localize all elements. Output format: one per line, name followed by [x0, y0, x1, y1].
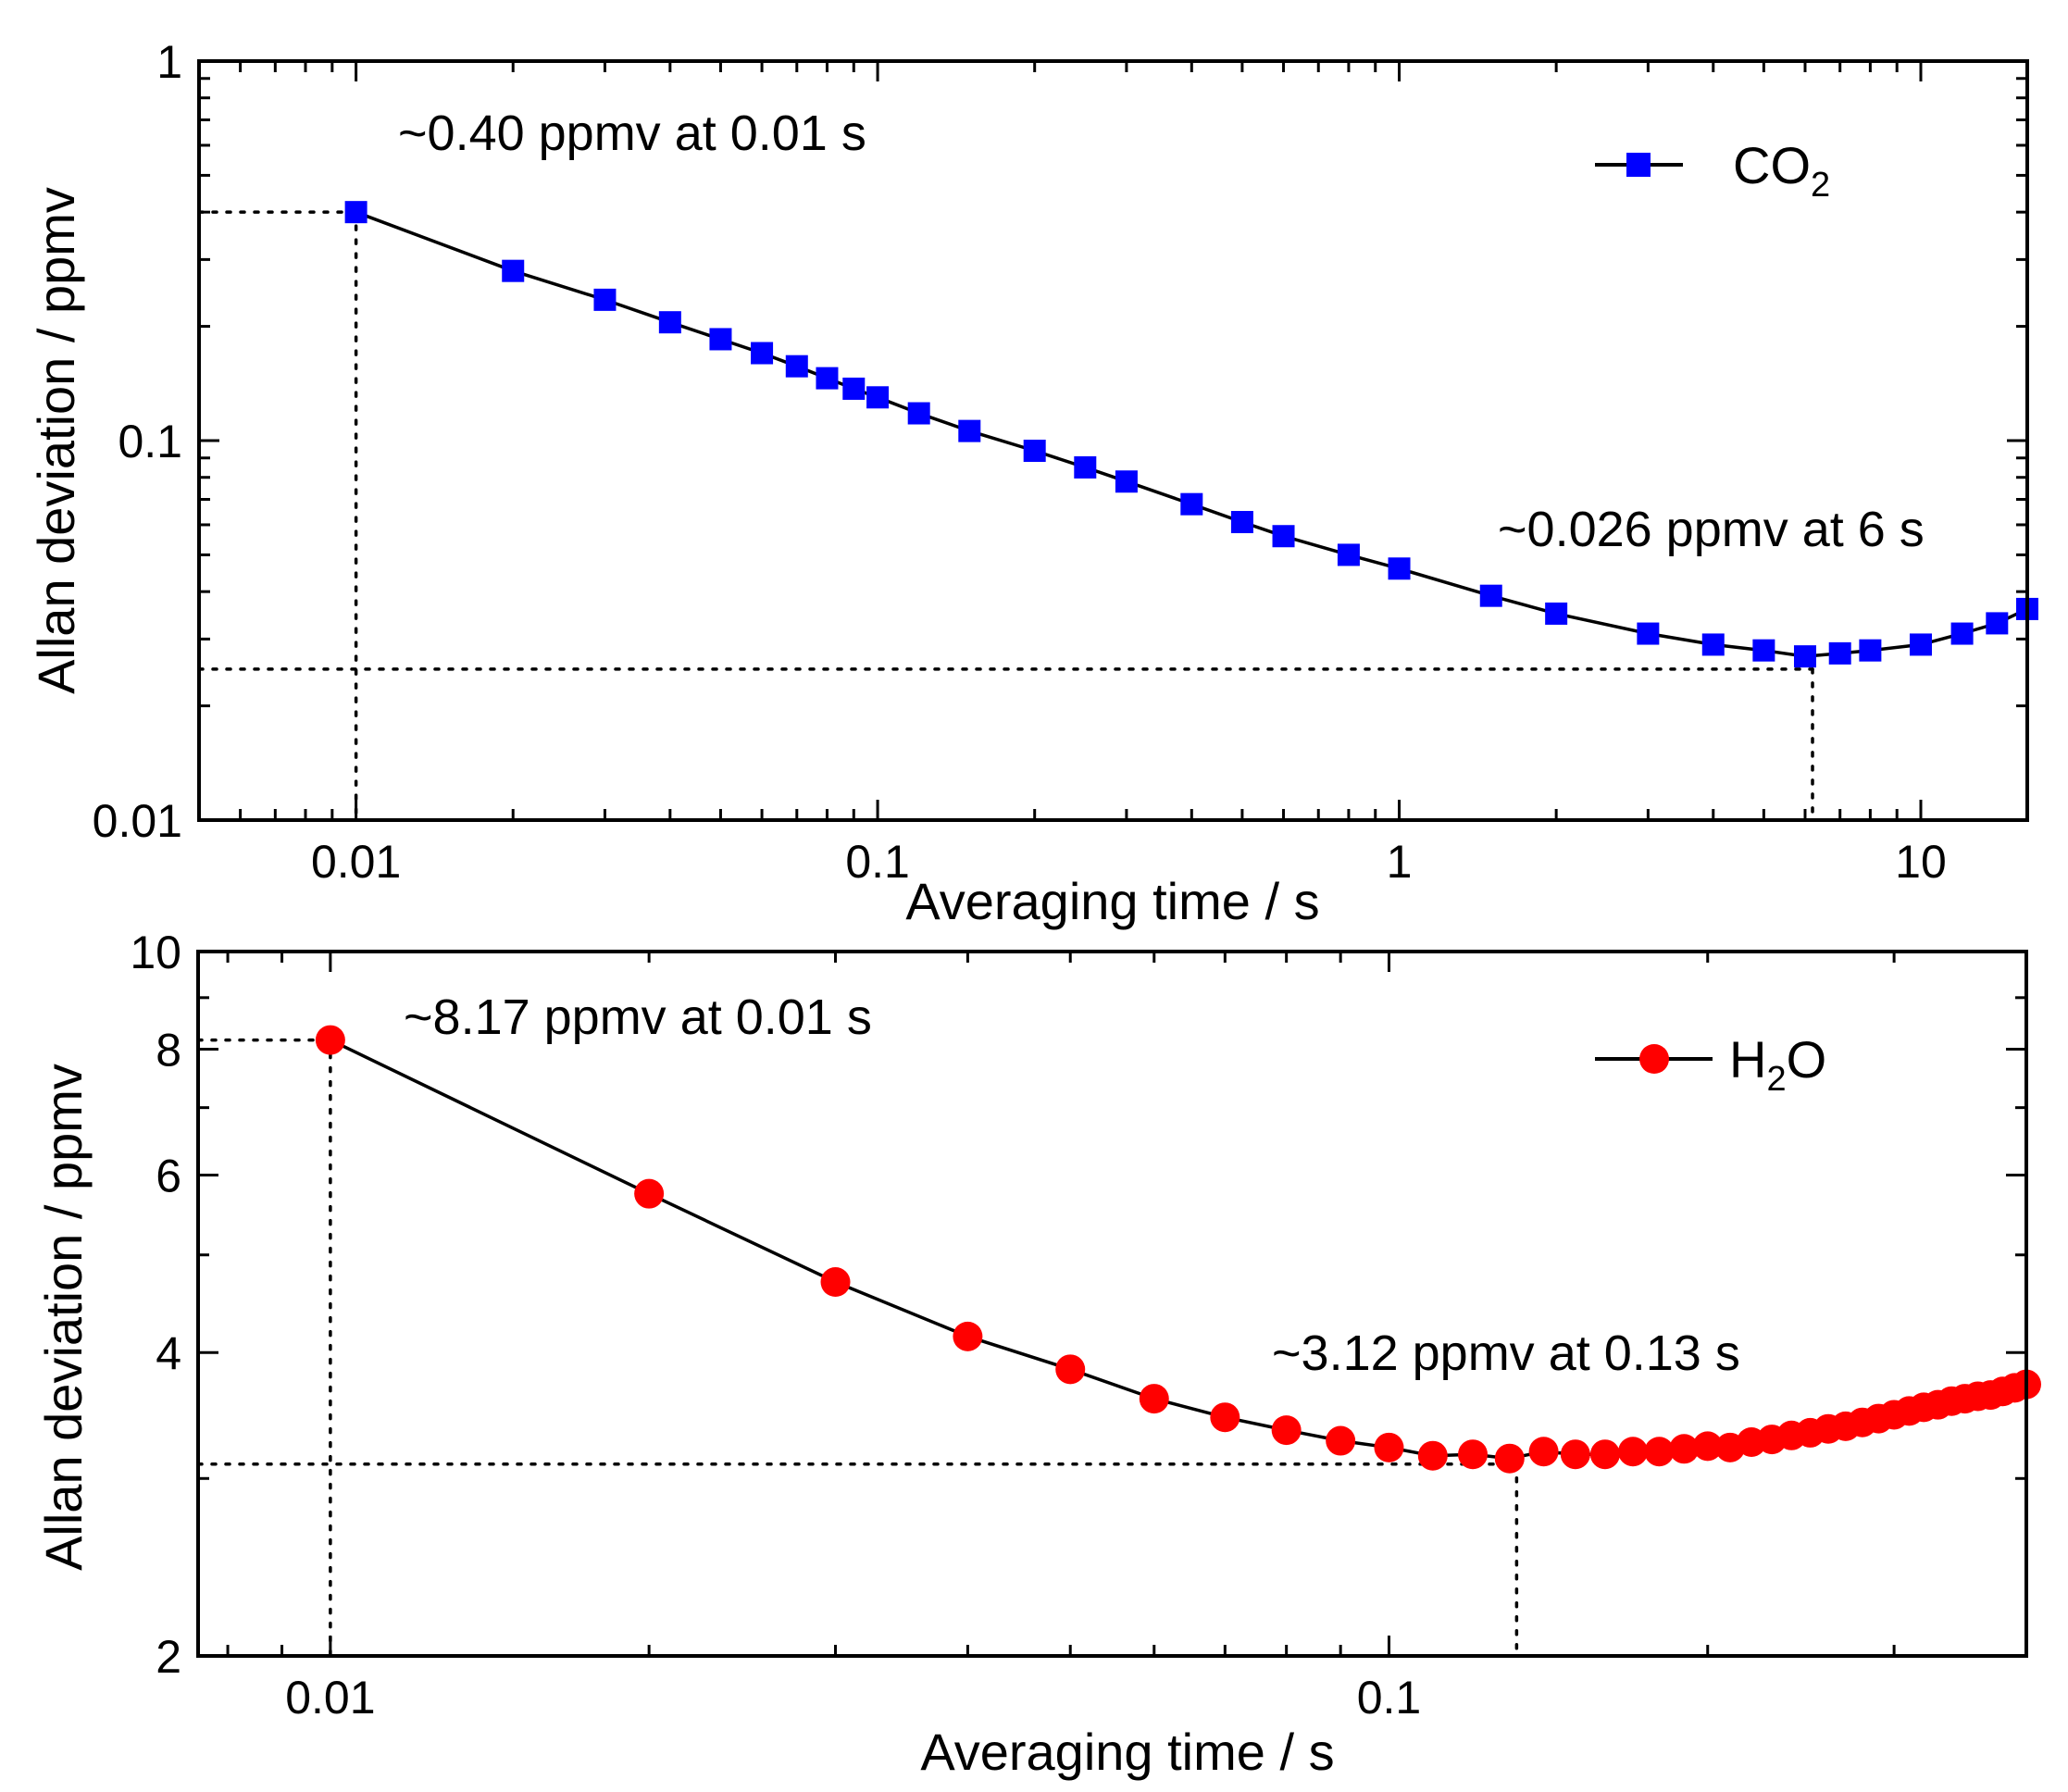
h2o-series [315, 1025, 2041, 1474]
co2-min-annotation: ~0.026 ppmv at 6 s [1498, 502, 1925, 557]
co2-legend: CO2 [1595, 136, 1830, 205]
h2o-legend-label-suffix: O [1787, 1030, 1827, 1089]
co2-data-point [1909, 633, 1932, 656]
co2-y-tick-label: 0.01 [93, 795, 182, 847]
co2-data-point [1793, 645, 1816, 668]
h2o-x-tick-label: 0.01 [285, 1672, 375, 1724]
co2-x-tick-label: 10 [1895, 836, 1947, 888]
h2o-legend-label-sub: 2 [1766, 1060, 1786, 1099]
co2-legend-marker [1626, 153, 1651, 177]
co2-data-point [1388, 557, 1411, 580]
h2o-legend: H2O [1595, 1030, 1826, 1099]
h2o-y-tick-label: 8 [156, 1025, 181, 1076]
h2o-data-point [1494, 1443, 1525, 1474]
co2-data-point [1950, 622, 1974, 645]
h2o-data-point [1271, 1415, 1302, 1446]
h2o-guide-lines [196, 1038, 1519, 1658]
h2o-data-point [1210, 1402, 1240, 1433]
co2-y-axis-title: Allan deviation / ppmv [27, 187, 85, 694]
co2-data-point [907, 402, 930, 425]
h2o-data-point [820, 1267, 851, 1298]
h2o-data-point [634, 1178, 665, 1209]
h2o-y-tick-label: 6 [156, 1151, 181, 1202]
co2-data-point [502, 259, 525, 282]
co2-data-point [593, 288, 617, 311]
co2-data-point [1701, 633, 1725, 656]
h2o-data-point [1692, 1431, 1723, 1462]
co2-data-point [1115, 470, 1138, 493]
co2-guide-lines [197, 210, 1814, 822]
co2-data-point [1272, 525, 1295, 548]
co2-series [344, 201, 2038, 668]
co2-data-point [344, 201, 368, 224]
h2o-y-tick-label: 4 [156, 1327, 181, 1379]
h2o-data-point [1644, 1437, 1675, 1467]
co2-data-point [1828, 641, 1851, 665]
h2o-data-point [1560, 1439, 1590, 1470]
co2-data-point [1545, 602, 1568, 625]
co2-data-point [658, 311, 681, 334]
h2o-legend-label-main: H [1729, 1030, 1766, 1089]
co2-x-tick-label: 0.1 [845, 836, 910, 888]
co2-legend-label: CO2 [1733, 136, 1830, 205]
h2o-data-point [1669, 1434, 1700, 1464]
co2-legend-label-main: CO [1733, 136, 1811, 194]
h2o-x-axis-title: Averaging time / s [920, 1723, 1334, 1781]
co2-data-point [842, 377, 866, 400]
co2-x-tick-label: 0.01 [311, 836, 401, 888]
co2-data-point [866, 386, 890, 409]
co2-data-point [1230, 511, 1253, 534]
co2-data-point [1752, 639, 1775, 662]
co2-start-annotation: ~0.40 ppmv at 0.01 s [398, 106, 866, 161]
co2-data-point [1859, 639, 1882, 662]
co2-tick-labels: 0.01 0.1 1 10 0.01 0.1 1 [93, 36, 1947, 888]
h2o-y-axis-title: Allan deviation / ppmv [34, 1064, 93, 1571]
h2o-allan-panel: 0.01 0.1 2 4 6 8 10 Allan deviation / ppmv Ave… [34, 927, 2041, 1781]
co2-data-point [1479, 584, 1502, 607]
co2-data-point [785, 355, 808, 378]
co2-y-tick-label: 1 [156, 36, 182, 88]
h2o-data-point [1055, 1354, 1086, 1385]
co2-data-point [1023, 440, 1046, 463]
co2-data-point [1637, 622, 1660, 645]
h2o-data-point [953, 1321, 983, 1351]
co2-data-point [1180, 492, 1203, 516]
h2o-start-annotation: ~8.17 ppmv at 0.01 s [404, 989, 872, 1045]
co2-allan-panel: 0.01 0.1 1 10 0.01 0.1 1 Allan deviation / ppm… [27, 36, 2038, 930]
h2o-data-point [315, 1025, 345, 1055]
h2o-legend-marker [1639, 1044, 1669, 1074]
h2o-data-point [1589, 1439, 1620, 1470]
co2-y-tick-label: 0.1 [118, 416, 182, 467]
h2o-data-point [1326, 1425, 1356, 1456]
co2-data-point [958, 419, 981, 442]
h2o-x-tick-label: 0.1 [1357, 1672, 1422, 1724]
co2-x-axis-title: Averaging time / s [905, 872, 1319, 930]
h2o-data-point [1374, 1432, 1404, 1462]
co2-plot-frame [197, 59, 2029, 822]
h2o-data-point [1139, 1384, 1169, 1414]
co2-data-point [1337, 543, 1360, 566]
co2-x-tick-label: 1 [1387, 836, 1413, 888]
h2o-data-point [1417, 1440, 1448, 1471]
h2o-y-tick-label: 2 [156, 1631, 181, 1683]
h2o-data-point [1458, 1439, 1489, 1470]
h2o-data-point [1528, 1437, 1559, 1467]
co2-data-point [751, 342, 774, 365]
h2o-min-annotation: ~3.12 ppmv at 0.13 s [1272, 1325, 1740, 1381]
co2-data-point [1986, 612, 2009, 635]
h2o-plot-frame [196, 950, 2028, 1658]
co2-data-point [709, 328, 732, 351]
h2o-y-tick-label: 10 [130, 927, 181, 978]
co2-legend-label-sub: 2 [1811, 166, 1830, 205]
h2o-data-point [1618, 1437, 1649, 1467]
h2o-tick-labels: 0.01 0.1 2 4 6 8 10 [130, 927, 1421, 1724]
h2o-legend-label: H2O [1729, 1030, 1826, 1099]
co2-data-point [1074, 455, 1097, 479]
co2-data-point [816, 367, 839, 390]
